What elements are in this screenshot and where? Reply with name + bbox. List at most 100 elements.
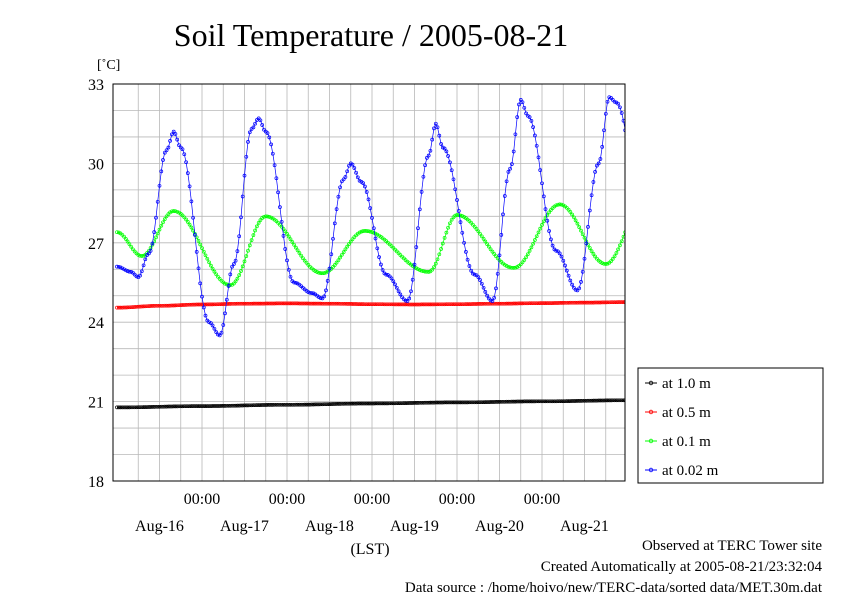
series-point	[510, 162, 514, 166]
series-point	[419, 190, 424, 194]
series-point	[398, 292, 403, 297]
series-point	[380, 302, 385, 307]
series-point	[417, 207, 422, 212]
series-point	[533, 399, 537, 404]
series-point	[147, 405, 151, 409]
series-point	[166, 145, 171, 150]
series-point	[189, 404, 194, 408]
series-point	[478, 231, 482, 236]
series-point	[556, 202, 560, 207]
series-point	[295, 248, 300, 253]
series-point	[382, 401, 387, 406]
series-point	[297, 251, 302, 255]
series-point	[214, 404, 219, 408]
series-point	[115, 230, 119, 235]
series-point	[294, 402, 298, 407]
series-point	[363, 184, 367, 189]
series-point	[439, 247, 443, 251]
series-point	[207, 302, 211, 307]
series-point	[453, 302, 458, 307]
series-point	[125, 405, 130, 410]
series-point	[331, 236, 335, 241]
series-point	[168, 303, 172, 308]
series-point	[366, 302, 371, 307]
y-tick-label: 33	[88, 77, 104, 94]
series-point	[456, 400, 461, 405]
series-point	[203, 253, 208, 258]
series-point	[490, 299, 495, 303]
series-point	[131, 405, 135, 410]
series-point	[580, 300, 585, 305]
series-point	[469, 268, 474, 273]
series-point	[586, 398, 590, 403]
series-point	[205, 256, 210, 261]
series-point	[294, 301, 298, 306]
series-point	[279, 219, 284, 224]
series-point	[177, 303, 181, 308]
series-point	[561, 301, 566, 305]
series-point	[501, 301, 505, 306]
series-point	[522, 399, 527, 404]
series-point	[471, 271, 475, 276]
series-point	[226, 284, 231, 288]
series-point	[253, 301, 257, 306]
series-point	[618, 398, 622, 403]
series-point	[478, 278, 482, 282]
series-point	[591, 180, 596, 184]
series-point	[458, 302, 463, 307]
series-point	[568, 210, 573, 214]
series-point	[379, 302, 383, 307]
series-point	[185, 302, 190, 307]
series-point	[336, 402, 341, 406]
series-point	[435, 257, 440, 262]
series-point	[402, 401, 406, 405]
plot-frame	[112, 83, 626, 482]
series-point	[147, 251, 151, 256]
series-point	[196, 239, 201, 243]
series-point	[219, 404, 224, 408]
series-point	[458, 220, 463, 224]
series-point	[138, 253, 142, 258]
series-point	[393, 282, 397, 287]
series-point	[598, 300, 603, 305]
y-tick-label: 18	[88, 474, 104, 491]
series-point	[440, 400, 445, 405]
series-point	[600, 300, 605, 305]
series-point	[552, 399, 557, 404]
series-point	[334, 260, 339, 265]
y-tick-label: 30	[88, 156, 104, 173]
series-point	[643, 225, 646, 228]
series-point	[577, 225, 582, 229]
series-point	[621, 118, 625, 123]
series-point	[286, 267, 291, 272]
series-point	[595, 398, 599, 403]
series-point	[157, 303, 162, 308]
series-point	[340, 252, 344, 257]
series-point	[258, 218, 263, 222]
series-point	[244, 154, 249, 159]
series-point	[448, 160, 452, 165]
series-point	[368, 401, 373, 406]
series-point	[412, 262, 417, 267]
series-point	[194, 404, 199, 408]
series-point	[118, 405, 123, 410]
series-point	[638, 202, 641, 205]
series-point	[168, 210, 172, 215]
series-point	[433, 121, 438, 126]
series-point	[502, 194, 507, 198]
series-point	[336, 258, 341, 263]
series-point	[159, 303, 164, 308]
series-point	[455, 213, 459, 217]
series-point	[253, 228, 257, 233]
series-point	[442, 236, 447, 240]
series-point	[263, 403, 268, 407]
series-point	[219, 330, 224, 335]
series-point	[162, 303, 167, 308]
series-point	[292, 242, 296, 247]
series-point	[563, 263, 567, 268]
series-point	[426, 153, 431, 158]
series-point	[665, 243, 668, 246]
series-point	[437, 133, 442, 138]
series-point	[568, 300, 573, 305]
series-point	[212, 269, 217, 274]
